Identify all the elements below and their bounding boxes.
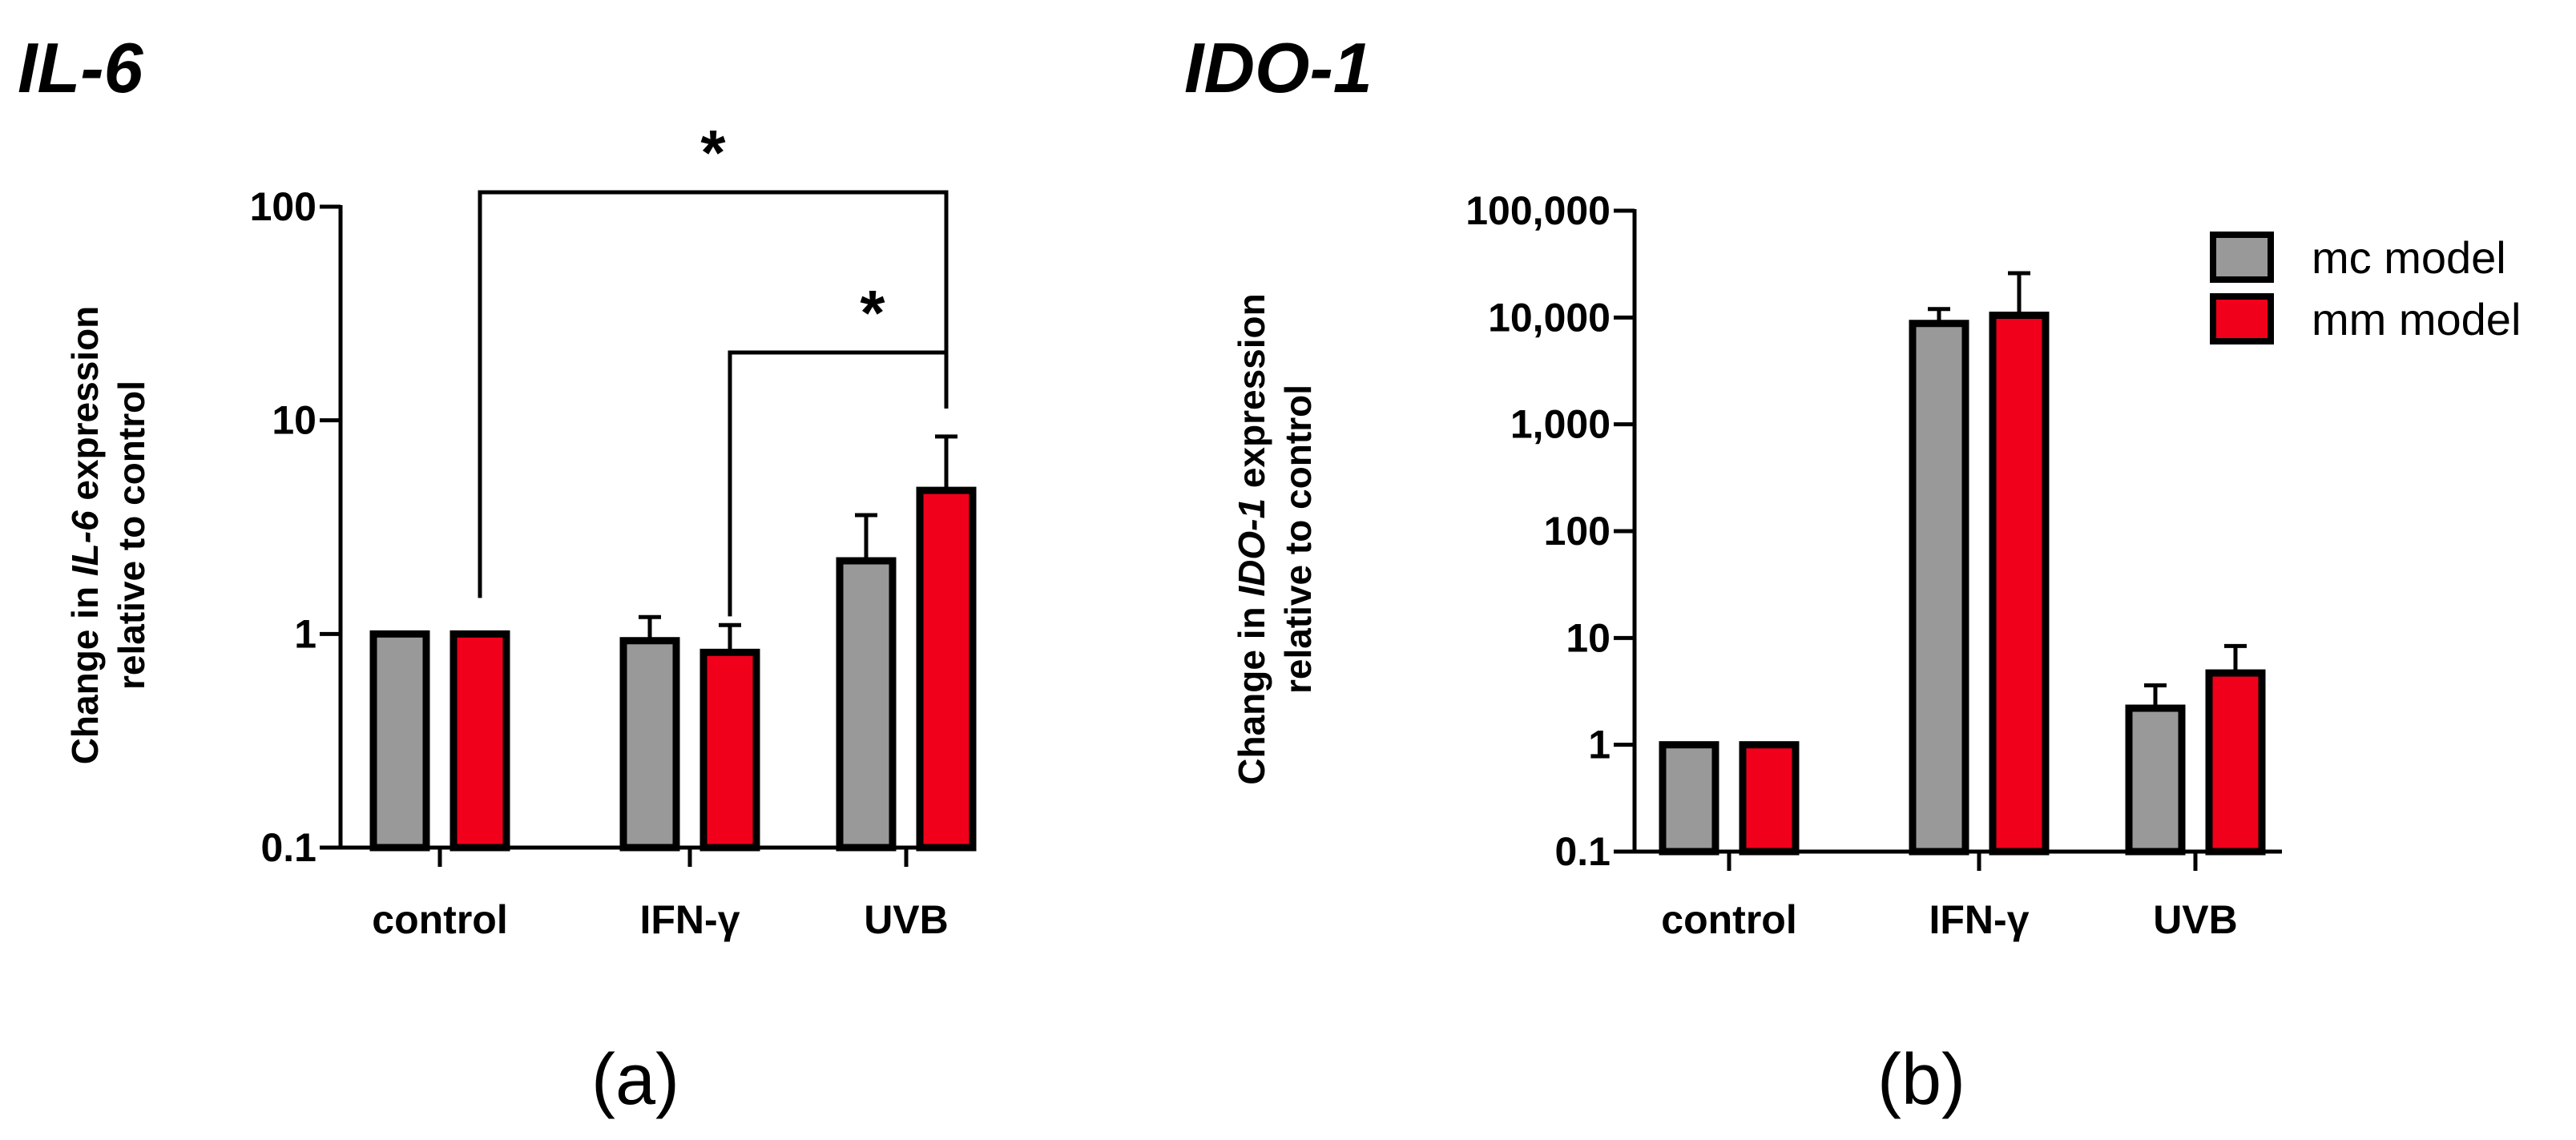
panel-caption: (b) xyxy=(1877,1040,1965,1120)
y-axis-label-part: IL-6 xyxy=(64,510,106,576)
y-tick-label: 100 xyxy=(250,184,316,229)
legend-swatch-mc xyxy=(2210,232,2274,283)
y-tick-label: 100,000 xyxy=(1465,188,1611,233)
bar-mc-model-uvb xyxy=(836,557,897,852)
significance-star: * xyxy=(860,277,885,348)
category-label-uvb: UVB xyxy=(864,897,949,942)
legend-swatch-mm xyxy=(2210,293,2274,344)
y-axis-label-part: Change in xyxy=(1231,597,1272,785)
y-axis-label: Change in IL-6 expression xyxy=(64,306,106,765)
bar-mm-model-ifn xyxy=(699,648,760,852)
panel-caption: (a) xyxy=(591,1040,679,1120)
bar-mm-model-uvb xyxy=(916,486,977,852)
bar-mc-model-ifn xyxy=(1909,320,1969,856)
panel-title: IDO-1 xyxy=(1184,28,1373,107)
category-label-uvb: UVB xyxy=(2153,897,2238,942)
y-axis-label-line2: relative to control xyxy=(1277,385,1319,694)
category-label-ifn: IFN-γ xyxy=(1929,897,2030,942)
bar-mm-model-control xyxy=(449,630,510,852)
y-tick-label: 10 xyxy=(1566,615,1611,660)
y-tick-label: 0.1 xyxy=(1554,829,1611,874)
legend: mc model mm model xyxy=(2210,232,2521,344)
y-tick-label: 1 xyxy=(294,611,316,656)
category-label-control: control xyxy=(372,897,507,942)
y-axis-label-part: IDO-1 xyxy=(1231,498,1272,597)
category-label-ifn: IFN-γ xyxy=(640,897,740,942)
y-tick-label: 0.1 xyxy=(260,825,316,870)
legend-label-mm: mm model xyxy=(2312,294,2521,344)
significance-bracket xyxy=(478,190,949,598)
panel-a-il6: IL-6 0.1 1 10 100 control IFN-γ UVB * * Change in … xyxy=(18,28,977,1120)
bar-mc-model-control xyxy=(369,630,430,852)
bar-mc-model-control xyxy=(1659,741,1719,856)
significance-star: * xyxy=(700,117,726,188)
bar-mc-model-uvb xyxy=(2125,704,2186,856)
bar-mc-model-ifn xyxy=(619,637,680,852)
category-label-control: control xyxy=(1661,897,1796,942)
y-axis-label-part: expression xyxy=(64,306,106,511)
panel-b-ido1: IDO-1 0.1 1 10 100 1,000 10,000 100,000 control I… xyxy=(1184,28,2282,1120)
y-tick-label: 100 xyxy=(1544,509,1611,554)
y-axis-label-part: expression xyxy=(1231,293,1272,498)
y-axis-label-part: Change in xyxy=(64,576,106,764)
significance-bracket xyxy=(728,350,949,617)
y-axis-label: Change in IDO-1 expression xyxy=(1231,293,1272,785)
y-tick-label: 10,000 xyxy=(1488,295,1611,340)
y-tick-label: 1 xyxy=(1588,723,1611,767)
y-axis-label-line2: relative to control xyxy=(111,381,152,690)
bar-mm-model-uvb xyxy=(2205,669,2266,856)
y-tick-label: 10 xyxy=(272,398,316,443)
bar-mm-model-ifn xyxy=(1989,312,2050,856)
panel-title: IL-6 xyxy=(18,28,144,107)
legend-label-mc: mc model xyxy=(2312,232,2506,283)
bar-mm-model-control xyxy=(1739,741,1800,856)
y-tick-label: 1,000 xyxy=(1510,402,1611,447)
